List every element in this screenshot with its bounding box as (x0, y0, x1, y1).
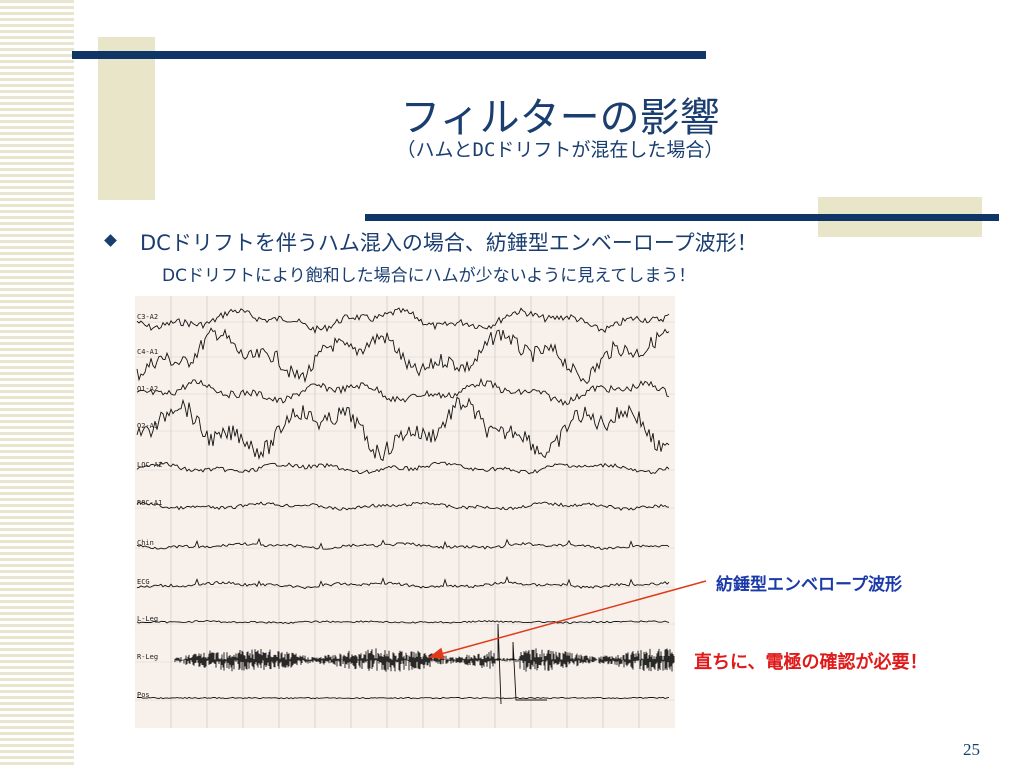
eeg-trace (136, 396, 670, 462)
eeg-trace (136, 696, 670, 700)
eeg-channel-label: ROC-A1 (137, 499, 162, 507)
eeg-channel-label: L-Leg (137, 615, 158, 623)
eeg-trace (136, 327, 670, 385)
bullet-sub-text: DCドリフトにより飽和した場合にハムが少ないように見えてしまう！ (162, 266, 696, 286)
eeg-channel-label: ECG (137, 578, 150, 586)
page-number: 25 (963, 740, 980, 759)
slide-subtitle: （ハムとDCドリフトが混在した場合） (396, 139, 724, 161)
slide-title: フィルターの影響 (400, 95, 720, 141)
decorative-stripes (0, 0, 74, 768)
eeg-trace (136, 537, 670, 550)
eeg-channel-label: LOC-A2 (137, 461, 162, 469)
eeg-channel-label: Pos (137, 691, 150, 699)
bullet-main-text: DCドリフトを伴うハム混入の場合、紡錘型エンベーロープ波形！ (140, 231, 758, 255)
decorative-block-top (98, 37, 155, 200)
eeg-channel-label: Chin (137, 539, 154, 547)
bullet-diamond-icon (104, 234, 117, 247)
eeg-channel-label: O2-A1 (137, 422, 158, 430)
eeg-channel-label: C3-A2 (137, 313, 158, 321)
eeg-trace (136, 307, 670, 335)
eeg-trace (136, 377, 670, 406)
eeg-channel-label: O1-A2 (137, 385, 158, 393)
divider-accent-bar (365, 214, 999, 221)
eeg-channel-label: C4-A1 (137, 348, 158, 356)
eeg-channel-labels: C3-A2 C4-A1 O1-A2 O2-A1 LOC-A2 ROC-A1 Chin ECG L… (137, 313, 162, 699)
eeg-recording-figure: C3-A2 C4-A1 O1-A2 O2-A1 LOC-A2 ROC-A1 Chin ECG L… (135, 296, 675, 728)
eeg-channel-label: R-Leg (137, 653, 158, 661)
callout-spindle-label: 紡錘型エンベロープ波形 (716, 575, 902, 595)
title-accent-bar (72, 51, 706, 59)
callout-check-label: 直ちに、電極の確認が必要！ (694, 652, 928, 673)
eeg-trace (136, 461, 670, 475)
eeg-trace-r-leg (174, 648, 675, 672)
eeg-trace (136, 501, 669, 511)
